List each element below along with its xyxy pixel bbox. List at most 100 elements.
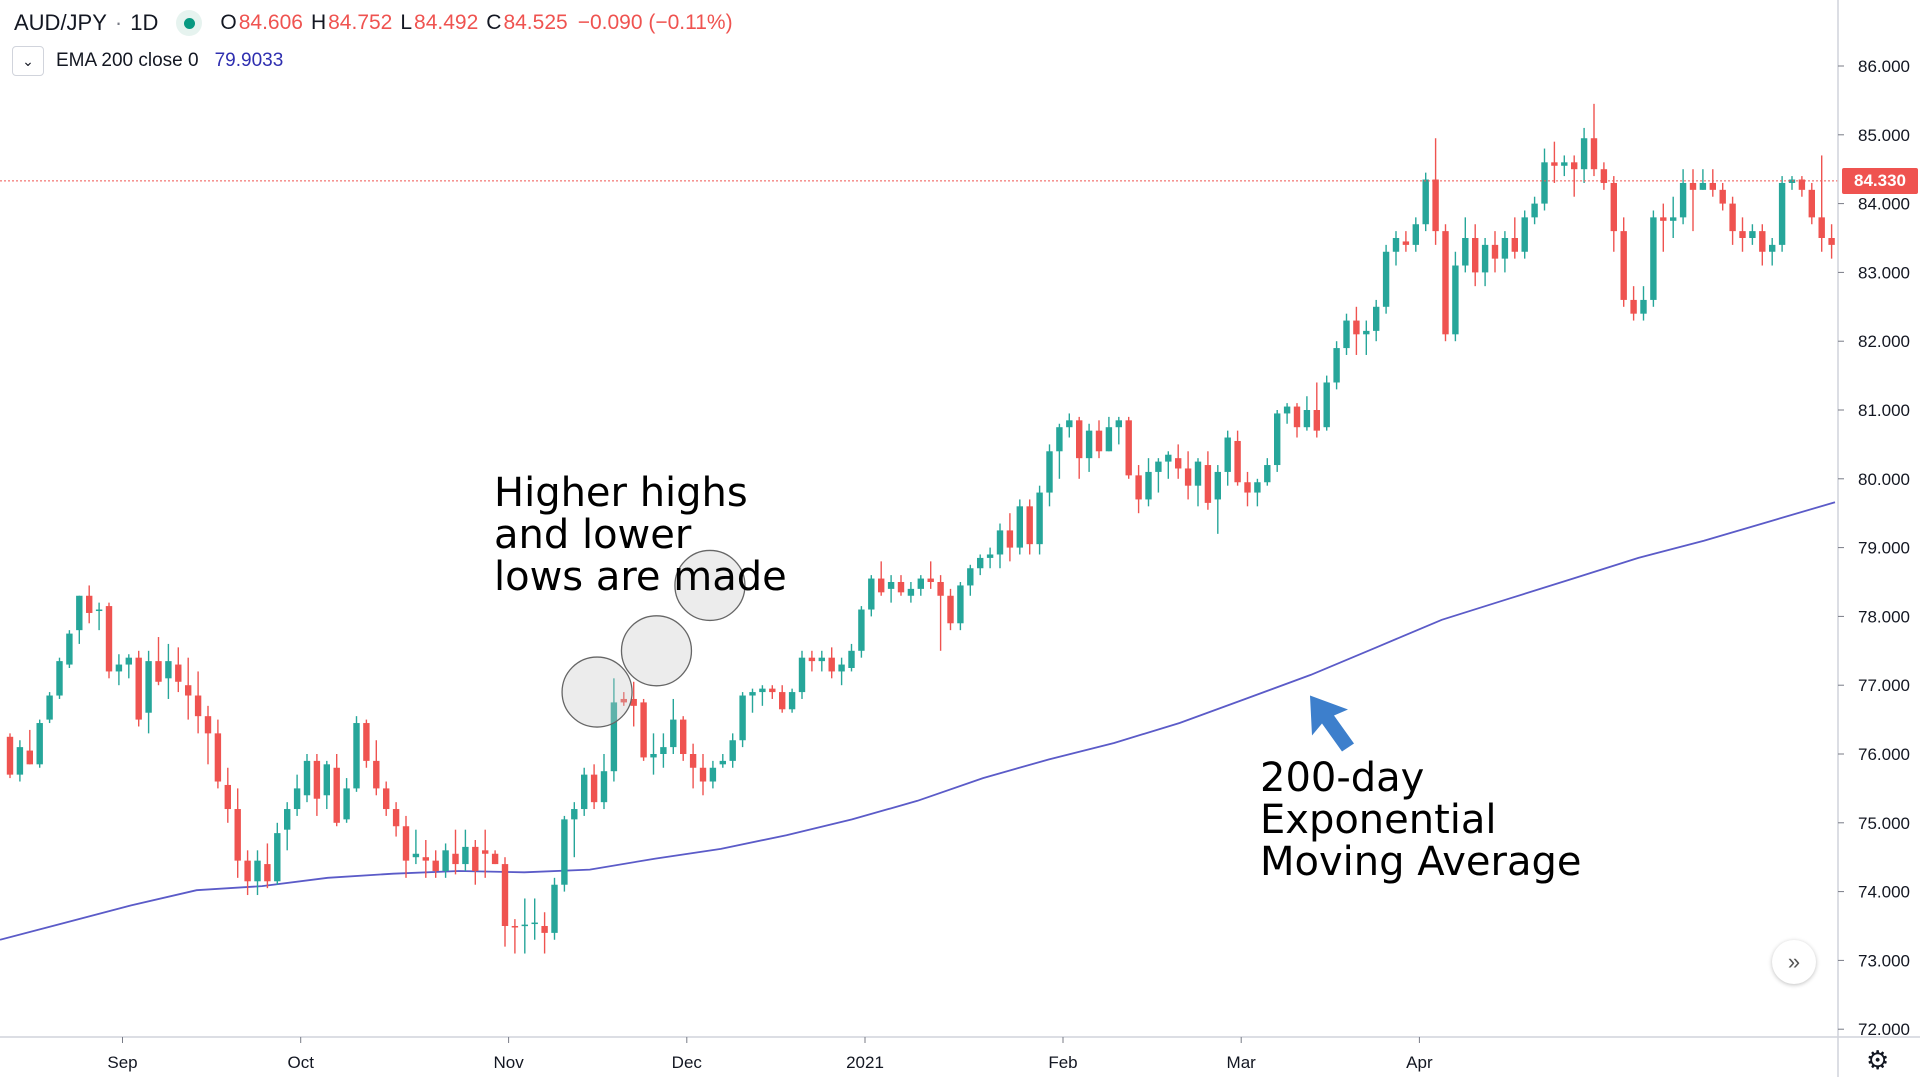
candle xyxy=(1729,196,1736,245)
candle xyxy=(135,650,142,727)
candle xyxy=(1600,162,1608,190)
candle-body xyxy=(1749,231,1756,238)
candle xyxy=(986,547,994,569)
candle-body xyxy=(1590,138,1598,170)
candle-body xyxy=(729,740,736,761)
candle-body xyxy=(1640,299,1647,314)
candle-body xyxy=(1204,465,1212,503)
candle xyxy=(689,743,697,789)
candle-body xyxy=(1165,454,1172,462)
candle xyxy=(798,650,806,699)
candle xyxy=(462,829,469,871)
candle xyxy=(175,647,182,693)
candle-body xyxy=(680,719,687,754)
indicator-label[interactable]: EMA 200 close 0 xyxy=(56,50,199,71)
x-tick-label: 2021 xyxy=(846,1053,884,1072)
x-tick-label: Apr xyxy=(1406,1053,1433,1072)
candle-body xyxy=(749,692,756,696)
candle-body xyxy=(1709,182,1716,190)
candle-body xyxy=(284,809,291,830)
candle xyxy=(1679,169,1687,225)
candle xyxy=(650,733,657,775)
interval-label[interactable]: 1D xyxy=(130,10,159,35)
candle xyxy=(957,582,964,631)
candle-body xyxy=(709,767,717,782)
candle xyxy=(1462,217,1469,273)
y-tick-label: 80.000 xyxy=(1858,470,1910,489)
candle-body xyxy=(1719,189,1726,204)
candle-body xyxy=(224,784,231,810)
candle-body xyxy=(1135,475,1142,500)
candle-body xyxy=(689,754,697,768)
chevron-down-icon[interactable]: ⌄ xyxy=(12,46,44,76)
candle-body xyxy=(531,922,538,925)
candle xyxy=(739,692,746,748)
candle xyxy=(917,575,924,596)
candle xyxy=(36,719,43,768)
gear-icon[interactable]: ⚙ xyxy=(1866,1045,1890,1075)
candle-body xyxy=(1402,241,1410,245)
candle-body xyxy=(442,850,449,871)
candle-body xyxy=(46,695,53,720)
candle xyxy=(590,764,598,810)
arrow-icon xyxy=(1310,695,1354,752)
candle-body xyxy=(1670,217,1677,221)
y-tick-label: 84.000 xyxy=(1858,195,1910,214)
symbol-name[interactable]: AUD/JPY xyxy=(14,10,107,35)
candle xyxy=(1026,499,1033,555)
y-tick-label: 72.000 xyxy=(1858,1020,1910,1039)
candle xyxy=(1333,341,1340,390)
candle-body xyxy=(482,850,489,854)
candle xyxy=(858,606,865,658)
candle xyxy=(1432,138,1439,245)
candle xyxy=(442,843,449,878)
close-label: C xyxy=(486,11,502,34)
candle-body xyxy=(887,582,895,589)
candle-body xyxy=(145,661,152,713)
candle-body xyxy=(1561,162,1568,166)
close-value: 84.525 xyxy=(503,11,568,34)
y-tick-label: 82.000 xyxy=(1858,332,1910,351)
candle-body xyxy=(1660,217,1667,221)
candle xyxy=(719,754,726,768)
candle xyxy=(1303,396,1311,431)
scroll-to-realtime-button[interactable]: » xyxy=(1772,940,1816,984)
double-chevron-right-icon: » xyxy=(1787,949,1801,974)
indicator-value: 79.9033 xyxy=(214,50,284,71)
candle-body xyxy=(422,857,429,861)
candle xyxy=(680,716,687,761)
candle-body xyxy=(1472,238,1479,273)
candle xyxy=(1353,306,1360,355)
candle xyxy=(1066,413,1073,438)
candle xyxy=(1670,196,1677,238)
candle-body xyxy=(1115,420,1122,428)
candle xyxy=(1313,382,1320,438)
y-tick-label: 83.000 xyxy=(1858,263,1910,282)
candle-body xyxy=(6,736,14,775)
candle-body xyxy=(759,688,766,693)
candle xyxy=(95,602,103,631)
candle-body xyxy=(1610,182,1617,232)
candle-body xyxy=(581,774,588,810)
candle xyxy=(749,688,756,713)
candle xyxy=(521,898,528,954)
candle xyxy=(1343,313,1350,355)
y-tick-label: 73.000 xyxy=(1858,951,1910,970)
candle-body xyxy=(323,764,330,796)
candle xyxy=(1244,471,1251,507)
candle-body xyxy=(472,846,479,871)
candle xyxy=(1234,430,1241,486)
candle xyxy=(472,840,479,885)
candle-body xyxy=(1739,231,1746,238)
candle-body xyxy=(155,661,162,682)
candle-body xyxy=(1432,179,1439,232)
candle xyxy=(1085,423,1093,472)
candle-body xyxy=(660,747,667,754)
candle-body xyxy=(491,853,499,865)
candle-body xyxy=(1778,182,1786,245)
candle xyxy=(293,774,301,816)
candle-body xyxy=(1254,482,1261,493)
candle xyxy=(1293,403,1301,438)
